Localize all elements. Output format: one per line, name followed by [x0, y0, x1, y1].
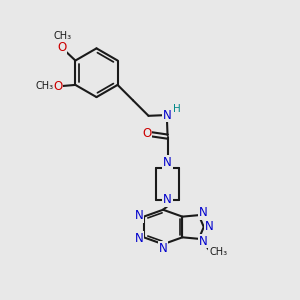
Text: O: O: [142, 127, 152, 140]
Text: CH₃: CH₃: [53, 31, 71, 41]
Text: H: H: [172, 104, 180, 114]
Text: N: N: [135, 232, 143, 245]
Text: N: N: [163, 109, 171, 122]
Text: O: O: [53, 80, 62, 93]
Text: N: N: [159, 242, 167, 255]
Text: N: N: [199, 235, 207, 248]
Text: O: O: [57, 41, 66, 54]
Text: CH₃: CH₃: [36, 81, 54, 92]
Text: CH₃: CH₃: [209, 248, 227, 257]
Text: N: N: [163, 156, 172, 169]
Text: N: N: [163, 193, 172, 206]
Text: N: N: [199, 206, 207, 219]
Text: N: N: [135, 209, 143, 222]
Text: N: N: [205, 220, 214, 233]
